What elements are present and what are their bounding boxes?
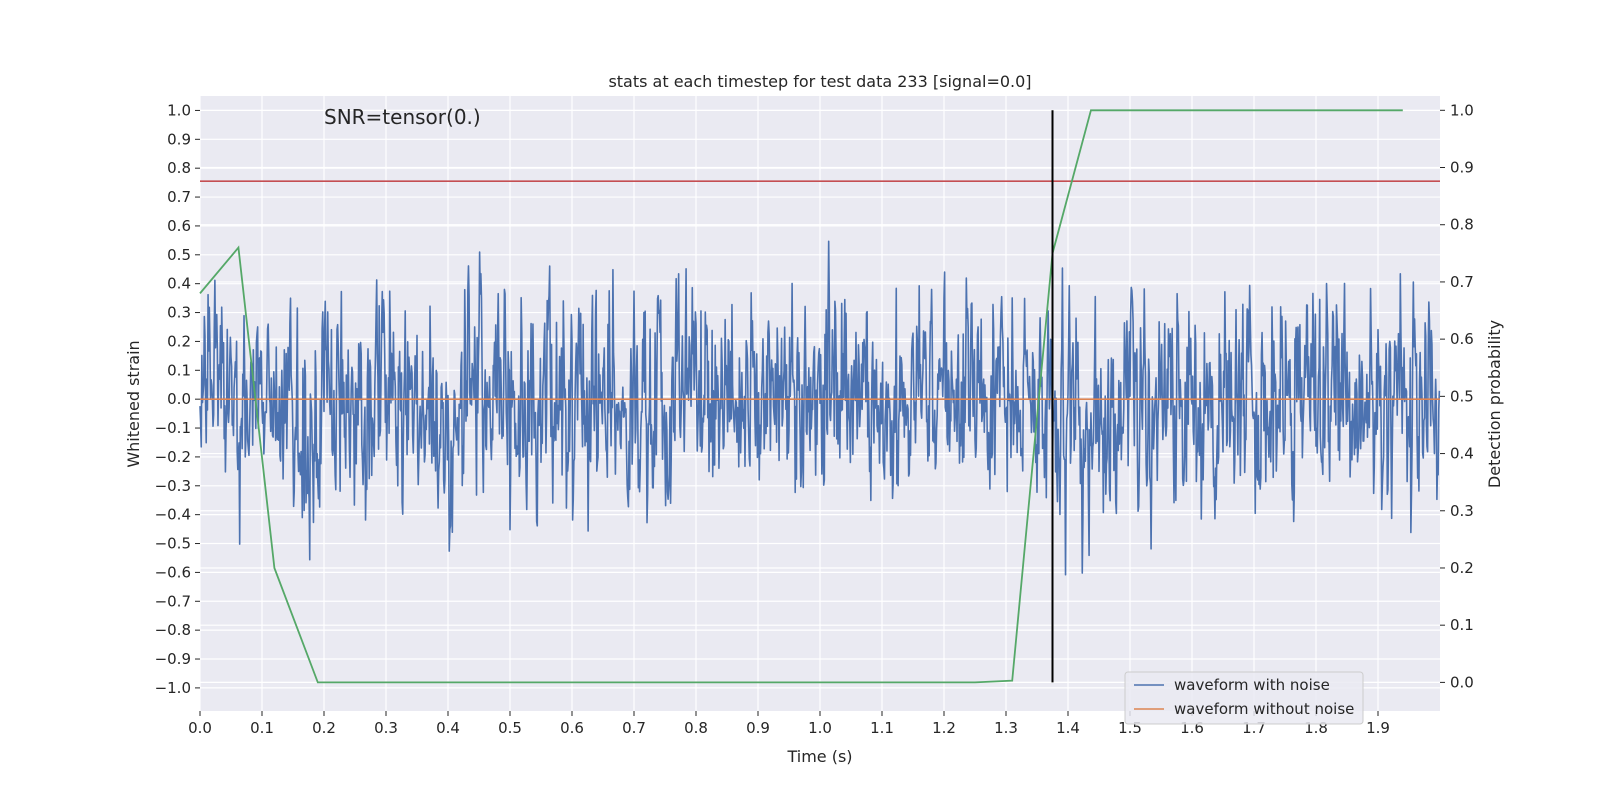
y-right-tick-label: 1.0 bbox=[1450, 101, 1474, 119]
y-left-tick-label: 0.6 bbox=[167, 217, 191, 235]
x-tick-label: 0.0 bbox=[188, 719, 212, 737]
x-tick-label: 0.9 bbox=[746, 719, 770, 737]
y-left-tick-label: 0.4 bbox=[167, 275, 191, 293]
y-left-tick-label: 0.2 bbox=[167, 332, 191, 350]
y-left-tick-label: −0.2 bbox=[155, 448, 191, 466]
y-left-tick-label: 0.9 bbox=[167, 130, 191, 148]
series-line-waveform-with-noise bbox=[199, 240, 1441, 576]
y-axis-left-ticks: 1.0 0.9 0.8 0.7 0.6 0.5 0.4 0.3 0.2 0.1 0.0 −0.1 −0.… bbox=[155, 101, 200, 697]
series-layer bbox=[199, 109, 1441, 684]
x-tick-label: 0.2 bbox=[312, 719, 336, 737]
x-tick-label: 0.7 bbox=[622, 719, 646, 737]
x-tick-label: 1.3 bbox=[994, 719, 1018, 737]
y-left-tick-label: −0.6 bbox=[155, 563, 191, 581]
snr-annotation: SNR=tensor(0.) bbox=[324, 105, 481, 129]
x-tick-label: 1.4 bbox=[1056, 719, 1080, 737]
y-left-tick-label: 1.0 bbox=[167, 101, 191, 119]
x-axis-label: Time (s) bbox=[786, 747, 852, 766]
y-right-tick-label: 0.3 bbox=[1450, 502, 1474, 520]
y-left-tick-label: −0.7 bbox=[155, 592, 191, 610]
y-left-tick-label: 0.5 bbox=[167, 246, 191, 264]
y-right-tick-label: 0.6 bbox=[1450, 330, 1474, 348]
y-left-tick-label: 0.3 bbox=[167, 304, 191, 322]
x-tick-label: 0.3 bbox=[374, 719, 398, 737]
legend-box bbox=[1124, 671, 1364, 725]
y-left-tick-label: −0.4 bbox=[155, 506, 191, 524]
y-axis-right-ticks: 1.0 0.9 0.8 0.7 0.6 0.5 0.4 0.3 0.2 0.1 0.0 bbox=[1440, 101, 1474, 691]
x-tick-label: 1.9 bbox=[1366, 719, 1390, 737]
y-right-tick-label: 0.1 bbox=[1450, 616, 1474, 634]
x-tick-label: 0.8 bbox=[684, 719, 708, 737]
y-axis-right-label: Detection probability bbox=[1485, 320, 1504, 488]
y-left-tick-label: −0.8 bbox=[155, 621, 191, 639]
y-right-tick-label: 0.9 bbox=[1450, 159, 1474, 177]
x-tick-label: 1.1 bbox=[870, 719, 894, 737]
y-right-tick-label: 0.0 bbox=[1450, 673, 1474, 691]
series-line-detection-probability bbox=[199, 109, 1403, 684]
legend-label-waveform-without-noise: waveform without noise bbox=[1174, 700, 1354, 718]
y-axis-left-label: Whitened strain bbox=[124, 340, 143, 467]
y-left-tick-label: −0.3 bbox=[155, 477, 191, 495]
legend: waveform with noise waveform without noi… bbox=[1124, 671, 1364, 725]
y-right-tick-label: 0.5 bbox=[1450, 387, 1474, 405]
y-left-tick-label: −0.5 bbox=[155, 535, 191, 553]
y-left-tick-label: 0.1 bbox=[167, 361, 191, 379]
y-right-tick-label: 0.4 bbox=[1450, 445, 1474, 463]
y-right-tick-label: 0.8 bbox=[1450, 216, 1474, 234]
x-tick-label: 0.1 bbox=[250, 719, 274, 737]
y-left-tick-label: 0.0 bbox=[167, 390, 191, 408]
y-right-tick-label: 0.7 bbox=[1450, 273, 1474, 291]
x-tick-label: 0.5 bbox=[498, 719, 522, 737]
y-left-tick-label: −0.9 bbox=[155, 650, 191, 668]
y-right-tick-label: 0.2 bbox=[1450, 559, 1474, 577]
x-tick-label: 1.2 bbox=[932, 719, 956, 737]
x-tick-label: 0.6 bbox=[560, 719, 584, 737]
x-tick-label: 1.0 bbox=[808, 719, 832, 737]
y-left-tick-label: 0.7 bbox=[167, 188, 191, 206]
x-tick-label: 0.4 bbox=[436, 719, 460, 737]
y-left-tick-label: −0.1 bbox=[155, 419, 191, 437]
y-left-tick-label: 0.8 bbox=[167, 159, 191, 177]
y-left-tick-label: −1.0 bbox=[155, 679, 191, 697]
chart-title: stats at each timestep for test data 233… bbox=[608, 72, 1031, 91]
legend-label-waveform-with-noise: waveform with noise bbox=[1174, 676, 1330, 694]
